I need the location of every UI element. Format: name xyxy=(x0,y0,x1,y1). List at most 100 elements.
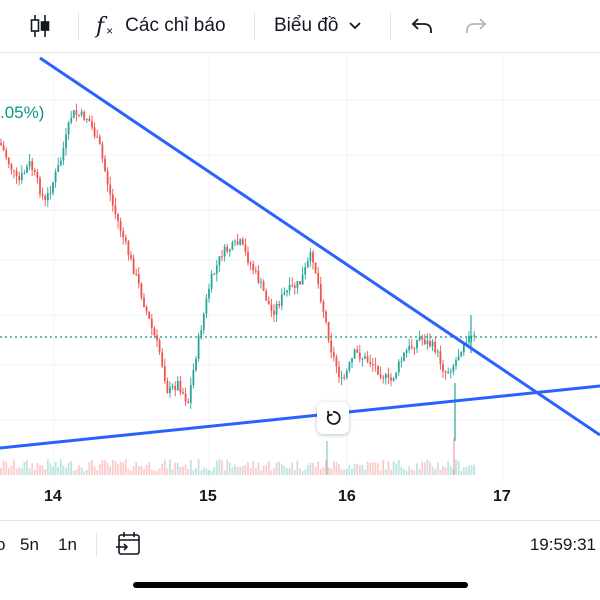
volume-bar xyxy=(343,469,346,475)
candle-body xyxy=(356,349,359,353)
volume-bar xyxy=(280,463,283,475)
candle-body xyxy=(20,173,23,181)
toolbar-separator xyxy=(254,12,255,40)
candle-body xyxy=(234,241,236,243)
candle-body xyxy=(41,194,44,196)
candle-body xyxy=(83,111,86,120)
candle-body xyxy=(306,261,309,268)
time-label: 14 xyxy=(44,488,62,505)
candle-body xyxy=(140,283,143,298)
volume-bar xyxy=(192,469,195,475)
range-button-1n[interactable]: 1n xyxy=(58,535,77,554)
volume-bar xyxy=(345,469,348,475)
candle-body xyxy=(252,263,255,271)
candle-body xyxy=(436,351,439,353)
volume-bar xyxy=(400,466,403,475)
time-label: 16 xyxy=(338,488,356,505)
candle-body xyxy=(184,393,187,402)
volume-bar xyxy=(148,462,151,475)
volume-bar xyxy=(392,461,395,475)
volume-bar xyxy=(0,468,2,475)
volume-bar xyxy=(182,466,184,475)
chart-type-button[interactable]: Biểu đồ xyxy=(274,0,362,52)
candle-body xyxy=(418,337,421,341)
goto-date-button[interactable] xyxy=(114,530,142,563)
candle-body xyxy=(210,274,213,289)
candle-body xyxy=(179,380,182,393)
volume-bar xyxy=(309,462,312,475)
volume-bar xyxy=(200,470,203,475)
volume-bar xyxy=(239,467,242,475)
volume-bar xyxy=(361,464,364,475)
candle-body xyxy=(358,352,361,360)
candle-body xyxy=(213,273,216,275)
volume-bar xyxy=(213,467,216,475)
candle-body xyxy=(455,360,457,366)
candle-body xyxy=(460,352,463,357)
volume-bar xyxy=(457,461,460,475)
candle-body xyxy=(293,285,296,288)
candle-body xyxy=(314,262,317,274)
toolbar-divider xyxy=(0,52,600,53)
candle-body xyxy=(114,205,117,214)
range-button[interactable]: o xyxy=(0,535,6,554)
candle-body xyxy=(332,352,335,357)
candle-body xyxy=(416,340,418,349)
volume-bar xyxy=(78,465,80,475)
volume-bar xyxy=(241,466,244,475)
range-button-5n[interactable]: 5n xyxy=(20,535,39,554)
candle-body xyxy=(369,361,372,365)
volume-bar xyxy=(473,464,476,475)
volume-bar xyxy=(85,469,88,475)
volume-bar xyxy=(460,470,463,475)
chart-canvas[interactable] xyxy=(0,53,600,483)
volume-bar xyxy=(83,470,86,475)
support-trendline xyxy=(0,384,600,450)
volume-bar xyxy=(312,463,314,475)
clock-time: 19:59:31 xyxy=(529,535,596,554)
volume-bar xyxy=(291,462,294,475)
redo-button[interactable] xyxy=(464,0,488,52)
volume-bar xyxy=(98,463,101,475)
candle-body xyxy=(447,371,450,374)
volume-bar xyxy=(174,462,177,475)
candle-body xyxy=(353,349,356,359)
volume-bar xyxy=(275,462,278,475)
candle-body xyxy=(205,298,208,314)
candle-body xyxy=(449,371,452,373)
volume-bar xyxy=(304,469,307,475)
toolbar-separator xyxy=(78,12,79,40)
candle-body xyxy=(156,335,158,341)
volume-bar xyxy=(283,465,286,475)
candles-icon[interactable] xyxy=(28,0,58,52)
candle-body xyxy=(374,364,377,366)
candle-body xyxy=(104,158,106,172)
candle-body xyxy=(145,306,148,312)
candle-body xyxy=(413,347,416,349)
candle-body xyxy=(239,239,242,245)
volume-bar xyxy=(135,462,138,475)
candle-body xyxy=(366,356,369,362)
candle-body xyxy=(174,386,177,391)
volume-bar xyxy=(325,459,327,475)
candle-body xyxy=(249,262,252,264)
volume-bar xyxy=(96,470,99,475)
candle-body xyxy=(171,386,174,388)
price-chart[interactable]: .05%) xyxy=(0,53,600,483)
candle-body xyxy=(364,356,366,359)
volume-bar xyxy=(33,469,36,475)
volume-bar xyxy=(26,459,28,475)
volume-bar xyxy=(327,467,330,475)
volume-bar xyxy=(293,469,296,475)
volume-bar xyxy=(326,441,328,475)
candle-body xyxy=(7,157,10,165)
volume-bar xyxy=(166,468,169,475)
candle-body xyxy=(106,171,109,185)
volume-bar xyxy=(215,460,218,475)
indicators-button[interactable]: f × Các chỉ báo xyxy=(96,0,226,52)
undo-button[interactable] xyxy=(410,0,434,52)
candle-body xyxy=(236,241,239,245)
reset-chart-button[interactable] xyxy=(317,402,349,434)
candle-body xyxy=(322,301,325,312)
volume-bar xyxy=(80,467,83,475)
